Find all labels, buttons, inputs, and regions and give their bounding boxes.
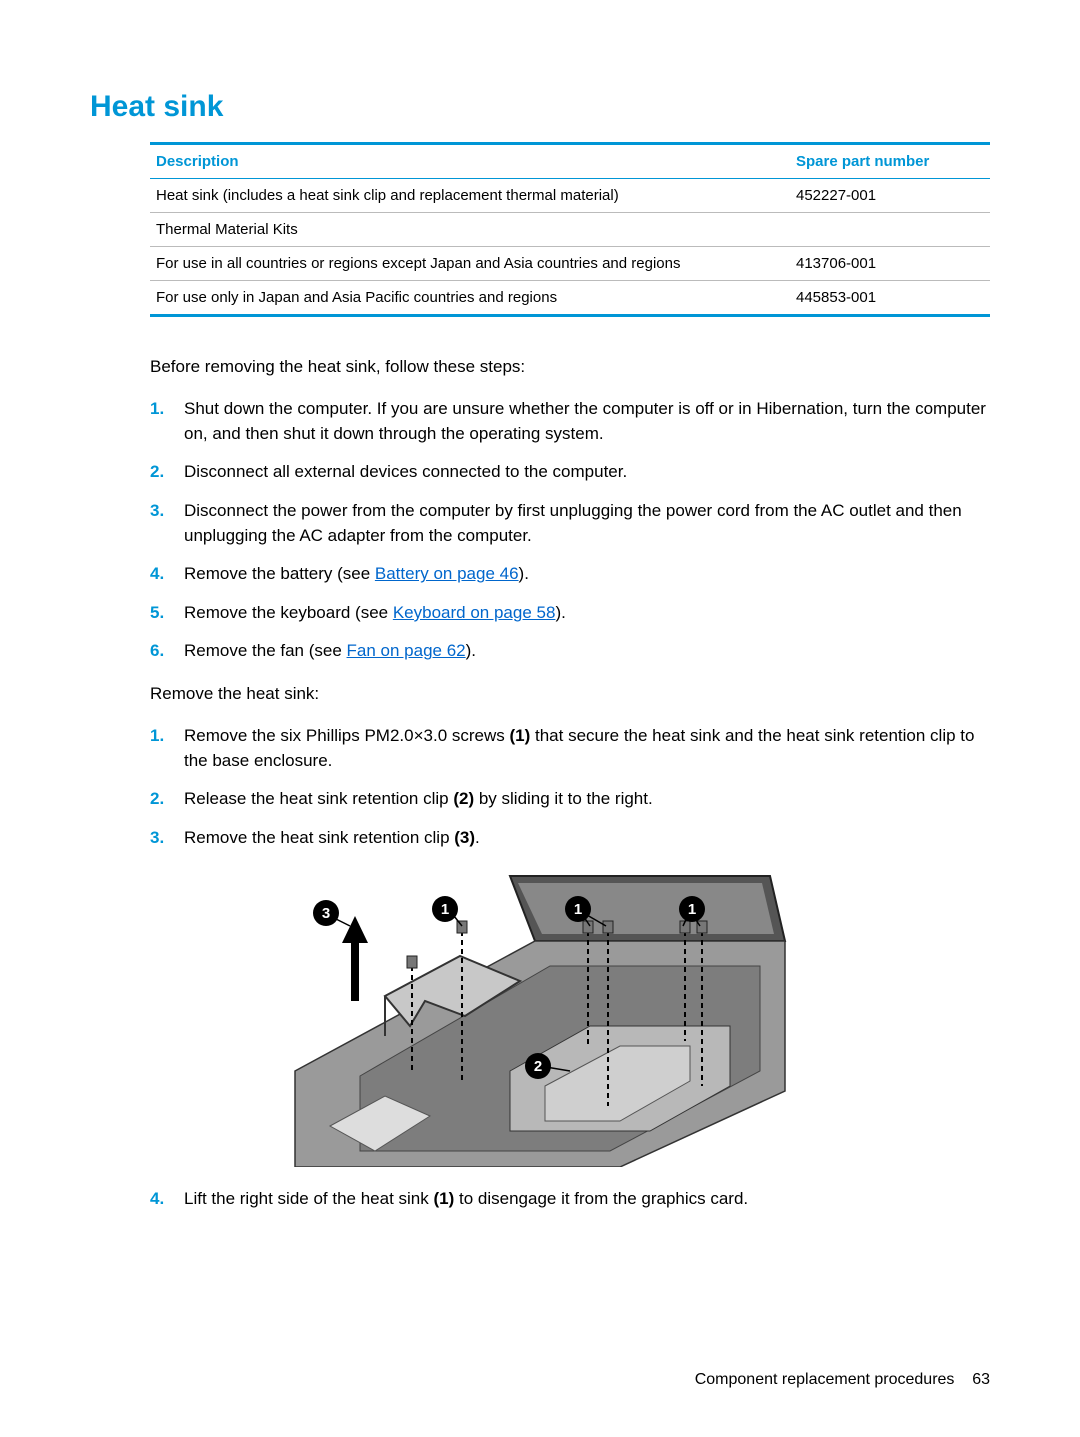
cross-reference-link[interactable]: Fan on page 62	[347, 641, 466, 660]
step-number: 4.	[150, 1187, 164, 1212]
remove-steps-list: 1. Remove the six Phillips PM2.0×3.0 scre…	[150, 724, 990, 851]
table-row: For use in all countries or regions exce…	[150, 247, 990, 281]
callout-1a: 1	[441, 901, 449, 918]
step-text: to disengage it from the graphics card.	[454, 1189, 748, 1208]
step-text: .	[475, 828, 480, 847]
after-figure-steps-list: 4. Lift the right side of the heat sink (…	[150, 1187, 990, 1212]
step-text: Remove the six Phillips PM2.0×3.0 screws	[184, 726, 510, 745]
footer-text: Component replacement procedures	[695, 1371, 955, 1388]
step-text: Disconnect all external devices connecte…	[184, 462, 627, 481]
step-text: Release the heat sink retention clip	[184, 789, 453, 808]
table-cell	[790, 213, 990, 247]
step-number: 5.	[150, 601, 164, 626]
step-text: ).	[555, 603, 565, 622]
step-text: ).	[466, 641, 476, 660]
cross-reference-link[interactable]: Keyboard on page 58	[393, 603, 556, 622]
cross-reference-link[interactable]: Battery on page 46	[375, 564, 519, 583]
page-footer: Component replacement procedures 63	[695, 1371, 990, 1389]
table-cell: 413706-001	[790, 247, 990, 281]
step-text: Remove the keyboard (see	[184, 603, 393, 622]
step-text: Disconnect the power from the computer b…	[184, 501, 962, 545]
table-row: For use only in Japan and Asia Pacific c…	[150, 281, 990, 316]
table-cell: 452227-001	[790, 179, 990, 213]
col-spare-part: Spare part number	[790, 144, 990, 179]
intro-before-removing: Before removing the heat sink, follow th…	[150, 357, 990, 377]
prep-steps-list: 1. Shut down the computer. If you are uns…	[150, 397, 990, 664]
col-description: Description	[150, 144, 790, 179]
footer-page-number: 63	[972, 1371, 990, 1388]
step-number: 2.	[150, 460, 164, 485]
heatsink-diagram: 1 1 1 2 3	[290, 871, 790, 1167]
table-cell: For use in all countries or regions exce…	[150, 247, 790, 281]
step-text: Shut down the computer. If you are unsur…	[184, 399, 986, 443]
parts-table: Description Spare part number Heat sink …	[150, 142, 990, 317]
callout-ref: (1)	[510, 726, 531, 745]
step-text: Remove the heat sink retention clip	[184, 828, 454, 847]
step-number: 3.	[150, 826, 164, 851]
step-text: Lift the right side of the heat sink	[184, 1189, 433, 1208]
list-item: 2. Disconnect all external devices connec…	[150, 460, 990, 485]
table-cell: 445853-001	[790, 281, 990, 316]
table-cell: Thermal Material Kits	[150, 213, 790, 247]
step-text: Remove the battery (see	[184, 564, 375, 583]
list-item: 3. Disconnect the power from the computer…	[150, 499, 990, 548]
callout-ref: (3)	[454, 828, 475, 847]
list-item: 5. Remove the keyboard (see Keyboard on p…	[150, 601, 990, 626]
step-number: 1.	[150, 724, 164, 749]
table-cell: Heat sink (includes a heat sink clip and…	[150, 179, 790, 213]
list-item: 1. Shut down the computer. If you are uns…	[150, 397, 990, 446]
callout-ref: (2)	[453, 789, 474, 808]
table-cell: For use only in Japan and Asia Pacific c…	[150, 281, 790, 316]
step-number: 1.	[150, 397, 164, 422]
callout-2: 2	[534, 1058, 542, 1075]
step-number: 2.	[150, 787, 164, 812]
callout-ref: (1)	[433, 1189, 454, 1208]
step-number: 3.	[150, 499, 164, 524]
parts-table-body: Heat sink (includes a heat sink clip and…	[150, 179, 990, 316]
table-row: Thermal Material Kits	[150, 213, 990, 247]
step-number: 4.	[150, 562, 164, 587]
page-heading: Heat sink	[90, 90, 990, 124]
list-item: 1. Remove the six Phillips PM2.0×3.0 scre…	[150, 724, 990, 773]
table-row: Heat sink (includes a heat sink clip and…	[150, 179, 990, 213]
list-item: 3. Remove the heat sink retention clip (3…	[150, 826, 990, 851]
callout-1c: 1	[688, 901, 696, 918]
step-number: 6.	[150, 639, 164, 664]
intro-remove: Remove the heat sink:	[150, 684, 990, 704]
list-item: 6. Remove the fan (see Fan on page 62).	[150, 639, 990, 664]
list-item: 4. Remove the battery (see Battery on pag…	[150, 562, 990, 587]
callout-3: 3	[322, 905, 330, 922]
callout-1b: 1	[574, 901, 582, 918]
step-text: Remove the fan (see	[184, 641, 347, 660]
list-item: 2. Release the heat sink retention clip (…	[150, 787, 990, 812]
list-item: 4. Lift the right side of the heat sink (…	[150, 1187, 990, 1212]
step-text: by sliding it to the right.	[474, 789, 653, 808]
step-text: ).	[519, 564, 529, 583]
